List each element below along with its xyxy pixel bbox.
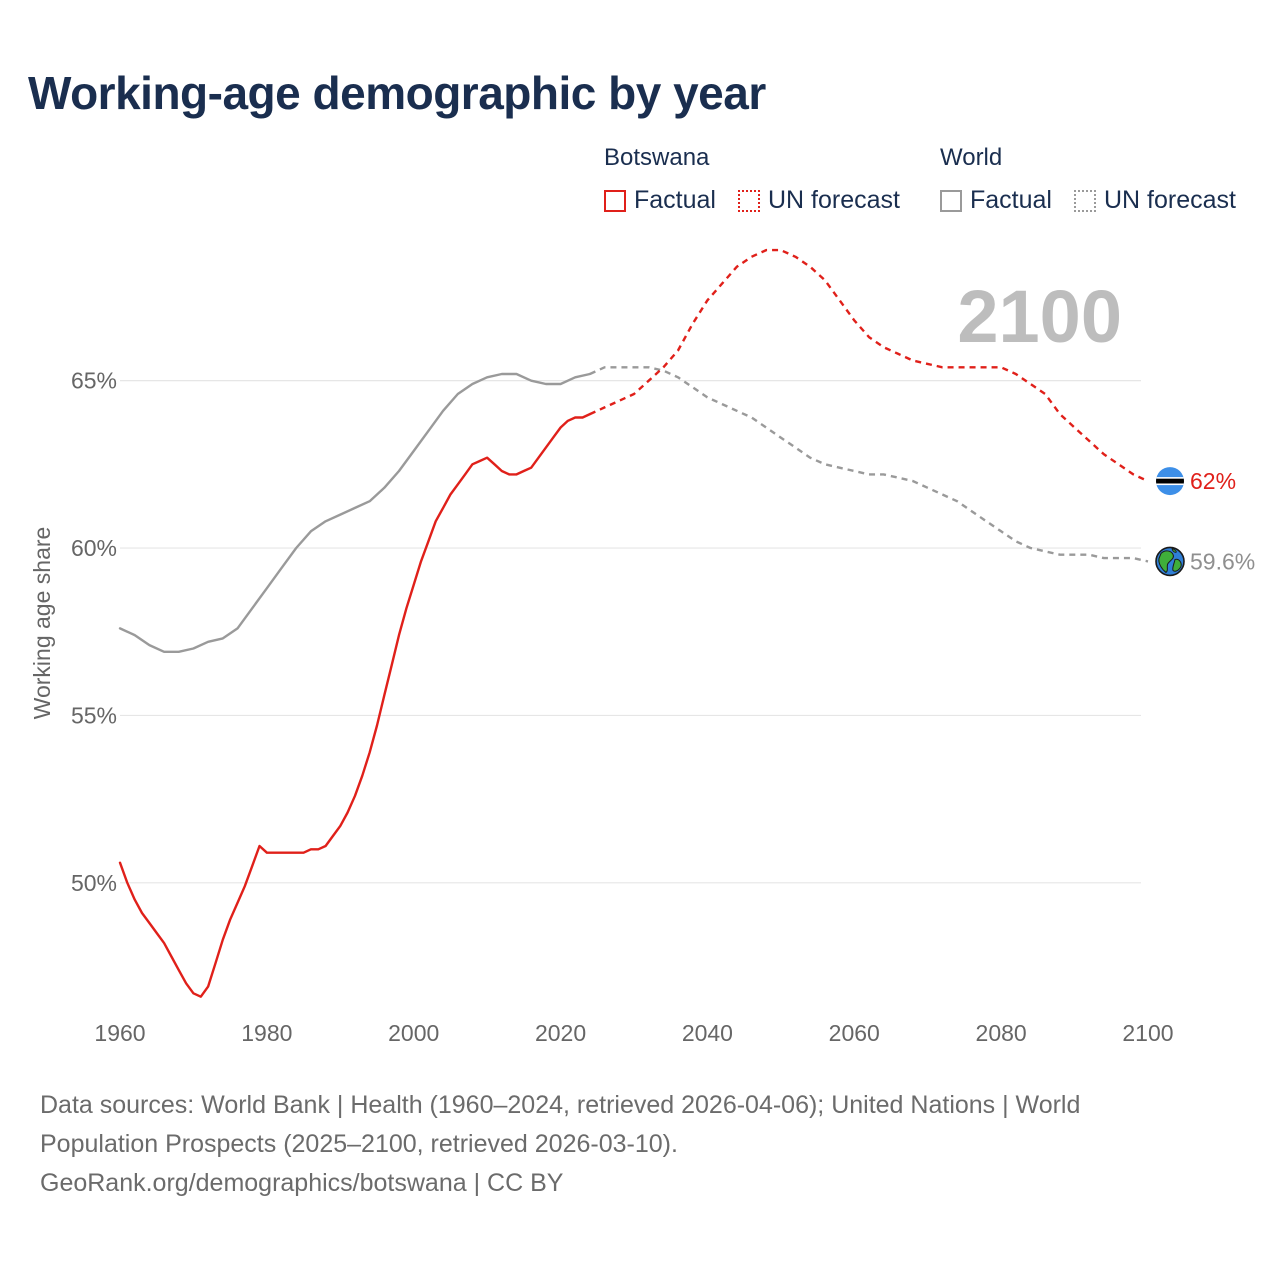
legend-item-world-forecast[interactable]: UN forecast xyxy=(1074,186,1236,215)
x-tick-label: 2060 xyxy=(829,1020,880,1046)
end-value-label: 62% xyxy=(1190,468,1236,494)
y-tick-label: 60% xyxy=(71,535,117,561)
legend-swatch-dotted-gray xyxy=(1074,189,1096,212)
footer-credit[interactable]: GeoRank.org/demographics/botswana | CC B… xyxy=(40,1169,564,1197)
legend-title-botswana: Botswana xyxy=(604,144,710,171)
x-tick-label: 2080 xyxy=(976,1020,1027,1046)
end-value-label: 59.6% xyxy=(1190,548,1255,574)
series-lines xyxy=(118,248,1149,998)
chart-title: Working-age demographic by year xyxy=(28,67,766,119)
x-tick-label: 2100 xyxy=(1122,1020,1173,1046)
line-chart: 50% 55% 60% 65% 1960 1980 2000 2020 2040 2060 208… xyxy=(29,248,1255,1046)
series-line-world-un-forecast xyxy=(589,366,1149,563)
footer: Data sources: World Bank | Health (1960–… xyxy=(40,1086,1220,1203)
x-tick-label: 1960 xyxy=(94,1020,145,1046)
gridlines xyxy=(120,380,1141,884)
y-tick-label: 55% xyxy=(71,702,117,728)
legend-item-botswana-forecast[interactable]: UN forecast xyxy=(738,186,900,215)
globe-icon xyxy=(1155,546,1185,577)
legend-swatch-dotted-red xyxy=(738,189,760,212)
x-tick-label: 1980 xyxy=(241,1020,292,1046)
legend-label: UN forecast xyxy=(768,186,900,214)
series-line-botswana-factual xyxy=(118,412,592,998)
legend-title-world: World xyxy=(940,144,1003,171)
legend-item-world-factual[interactable]: Factual xyxy=(940,186,1052,215)
y-axis-ticks: 50% 55% 60% 65% xyxy=(71,368,117,896)
x-tick-label: 2000 xyxy=(388,1020,439,1046)
current-year-label: 2100 xyxy=(957,275,1122,358)
y-tick-label: 50% xyxy=(71,870,117,896)
botswana-flag-icon xyxy=(1156,467,1184,496)
legend-label: Factual xyxy=(634,186,716,214)
legend-swatch-solid-gray xyxy=(940,189,962,212)
end-markers: 62% 59.6% xyxy=(1155,467,1255,577)
x-axis-ticks: 1960 1980 2000 2020 2040 2060 2080 2100 xyxy=(94,1020,1173,1046)
legend-swatch-solid-red xyxy=(604,189,626,212)
x-tick-label: 2020 xyxy=(535,1020,586,1046)
y-tick-label: 65% xyxy=(71,368,117,394)
legend-label: UN forecast xyxy=(1104,186,1236,214)
series-line-world-factual xyxy=(118,372,592,653)
legend-item-botswana-factual[interactable]: Factual xyxy=(604,186,716,215)
footer-source-line-2: Population Prospects (2025–2100, retriev… xyxy=(40,1130,678,1158)
x-tick-label: 2040 xyxy=(682,1020,733,1046)
series-line-botswana-un-forecast xyxy=(589,248,1149,483)
footer-source-line-1: Data sources: World Bank | Health (1960–… xyxy=(40,1091,1081,1119)
legend-label: Factual xyxy=(970,186,1052,214)
y-axis-label: Working age share xyxy=(29,527,55,720)
